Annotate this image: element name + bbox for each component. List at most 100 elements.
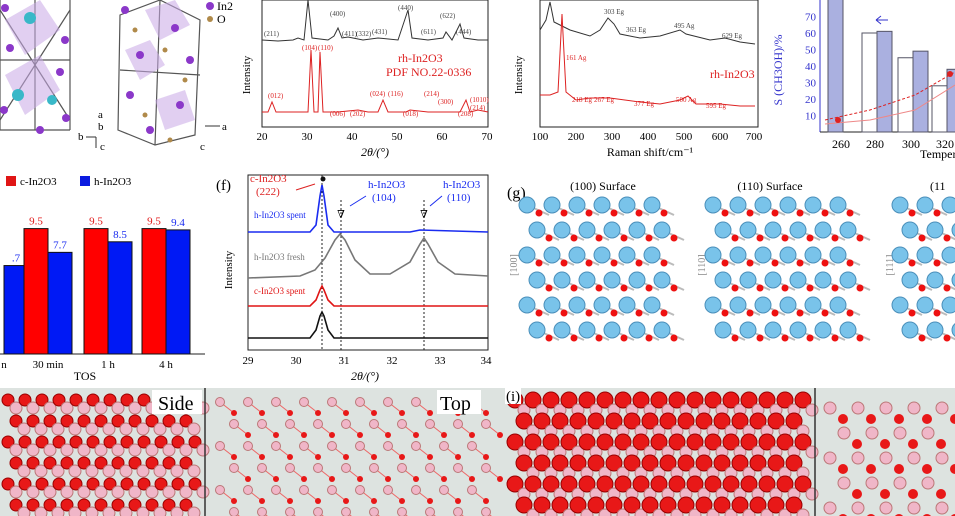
o-atom (231, 410, 237, 416)
o-atom (188, 435, 202, 449)
in-atom (879, 451, 893, 465)
o-atom (515, 412, 533, 430)
peak-label: 595 Eg (706, 102, 727, 110)
peak-label: 218 Eg (572, 96, 593, 104)
o-atom (371, 498, 377, 504)
panel-f-xrd-zoom: (f) Intensity c-In2O3 (222) h-In2O3 (104… (210, 170, 500, 385)
o-atom (560, 433, 578, 451)
x-axis-label: TOS (74, 369, 96, 383)
o-atom (866, 464, 876, 474)
in-atom (383, 397, 393, 407)
in-atom (94, 485, 108, 499)
triangle-marker-icon: ∇ (337, 209, 345, 221)
in-atom (543, 246, 561, 264)
y-tick: 30 (805, 78, 817, 90)
in-atom (805, 487, 819, 501)
in-atom (528, 221, 546, 239)
o-atom (806, 284, 814, 292)
o-atom (103, 393, 117, 407)
o-atom (686, 475, 704, 493)
in-atom (941, 246, 955, 264)
in-atom (153, 506, 167, 516)
in-atom (754, 196, 772, 214)
o-atom (273, 476, 279, 482)
o-atom (188, 477, 202, 491)
in-atom (901, 321, 919, 339)
o-atom (918, 234, 926, 242)
in-atom (341, 419, 351, 429)
in-atom (823, 501, 837, 515)
o-atom (756, 234, 764, 242)
o-atom (922, 464, 932, 474)
o-atom (137, 435, 151, 449)
o-atom (315, 410, 321, 416)
in-atom (170, 464, 184, 478)
o-atom (838, 414, 848, 424)
o-atom (35, 477, 49, 491)
in-atom (921, 426, 935, 440)
peak-label: (332) (356, 30, 372, 38)
x-tick: 20 (257, 131, 269, 143)
in-atom (145, 485, 159, 499)
o-atom (771, 309, 779, 317)
polyhedra-right (125, 0, 195, 130)
x-tick: 600 (712, 131, 729, 143)
o-atom (677, 412, 695, 430)
in-atom (779, 246, 797, 264)
curve-label: h-In2O3 fresh (254, 252, 305, 262)
o-atom (767, 496, 785, 514)
o-atom (846, 209, 854, 217)
in-atom (425, 463, 435, 473)
bottom-raman-curve (540, 13, 755, 107)
o-atom (26, 456, 40, 470)
in-atom (823, 451, 837, 465)
in-atom (823, 401, 837, 415)
in-atom (935, 401, 949, 415)
in-atom (299, 485, 309, 495)
o-atom (756, 334, 764, 342)
in-atom (628, 321, 646, 339)
o-atom (610, 259, 618, 267)
peak-label: (622) (440, 12, 456, 20)
o-atom (722, 475, 740, 493)
o-atom (94, 456, 108, 470)
bar-h-in2o3 (165, 229, 191, 355)
o-atom (831, 334, 839, 342)
bar-label-h: 9.4 (171, 217, 185, 229)
o-atom (758, 391, 776, 409)
o-atom (650, 391, 668, 409)
curve-h-spent (248, 184, 489, 233)
direction-label: [110] (697, 254, 708, 275)
in-atom (327, 485, 337, 495)
in-atom (313, 507, 323, 516)
x-axis-label: Temperatu (920, 147, 955, 161)
bars (827, 0, 955, 133)
o-atom (894, 464, 904, 474)
y-tick: 50 (805, 45, 817, 57)
o-atom (551, 412, 569, 430)
bar-h-in2o3 (47, 251, 73, 355)
o-atom (758, 433, 776, 451)
in-atom (355, 441, 365, 451)
peak-label: (440) (398, 4, 414, 12)
o-atom (596, 475, 614, 493)
o-atom (560, 209, 568, 217)
o-atom (120, 393, 134, 407)
o-atom (533, 496, 551, 514)
o-atom (587, 496, 605, 514)
in-atom (313, 419, 323, 429)
x-category: 30 min (33, 359, 64, 371)
o-atom (399, 454, 405, 460)
o-atom (620, 334, 628, 342)
bar-s1 (861, 32, 878, 133)
in-atom (229, 419, 239, 429)
o-atom (1, 435, 15, 449)
o-atom (908, 439, 918, 449)
tag-bg (505, 388, 521, 404)
o-atom (659, 412, 677, 430)
o-atom (659, 454, 677, 472)
o-atom (650, 475, 668, 493)
o-atom (560, 309, 568, 317)
o-atom (259, 410, 265, 416)
